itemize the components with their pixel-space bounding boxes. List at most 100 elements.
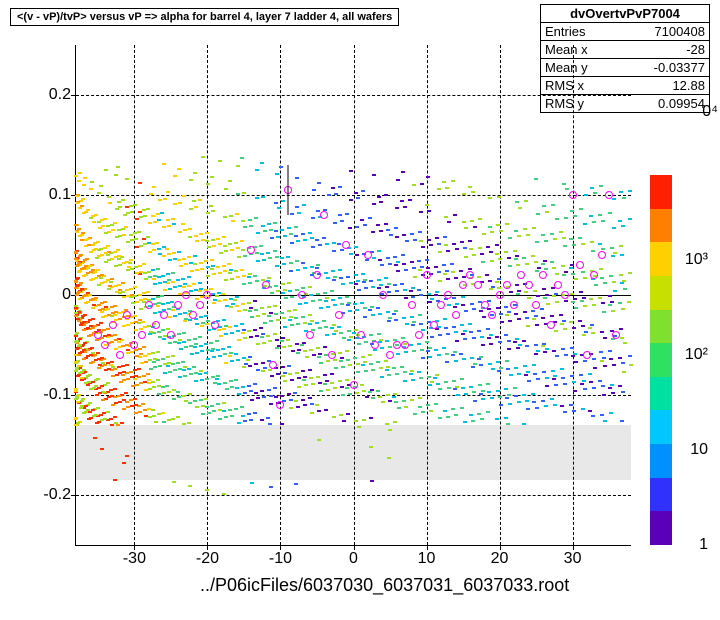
data-speck — [253, 300, 257, 302]
data-speck — [565, 188, 569, 190]
data-speck — [508, 237, 512, 239]
gridline-v — [573, 45, 574, 545]
data-speck — [171, 218, 175, 220]
data-speck — [167, 419, 171, 421]
profile-marker — [598, 251, 606, 259]
data-speck — [281, 366, 285, 368]
data-speck — [552, 378, 556, 380]
data-speck — [283, 326, 287, 328]
data-speck — [355, 392, 359, 394]
data-speck — [250, 482, 254, 484]
data-speck — [308, 286, 312, 288]
data-speck — [426, 267, 430, 269]
data-speck — [504, 251, 508, 253]
data-speck — [312, 189, 316, 191]
data-speck — [430, 298, 434, 300]
data-speck — [379, 339, 383, 341]
tick-x — [354, 545, 355, 550]
data-speck — [240, 406, 244, 408]
data-speck — [316, 293, 320, 295]
data-speck — [158, 199, 162, 201]
data-speck — [531, 255, 535, 257]
data-speck — [471, 191, 475, 193]
data-speck — [206, 358, 210, 360]
data-speck — [363, 224, 367, 226]
data-speck — [370, 480, 374, 482]
data-speck — [82, 212, 86, 214]
data-speck — [184, 263, 188, 265]
data-speck — [603, 337, 607, 339]
profile-marker — [401, 341, 409, 349]
data-speck — [189, 373, 193, 375]
data-speck — [223, 216, 227, 218]
data-speck — [253, 275, 257, 277]
data-speck — [160, 212, 164, 214]
data-speck — [290, 213, 294, 215]
profile-marker — [459, 281, 467, 289]
data-speck — [599, 185, 603, 187]
data-speck — [378, 313, 382, 315]
data-speck — [129, 259, 133, 261]
data-speck — [346, 359, 350, 361]
data-speck — [273, 387, 277, 389]
data-speck — [218, 409, 222, 411]
data-speck — [281, 200, 285, 202]
data-speck — [516, 347, 520, 349]
data-speck — [421, 411, 425, 413]
data-speck — [95, 394, 99, 396]
data-speck — [118, 372, 122, 374]
data-speck — [76, 375, 80, 377]
data-speck — [332, 250, 336, 252]
data-speck — [386, 257, 390, 259]
data-speck — [555, 218, 559, 220]
data-speck — [74, 287, 78, 289]
colorbar-segment — [650, 209, 672, 243]
profile-marker — [371, 341, 379, 349]
data-speck — [223, 299, 227, 301]
data-speck — [273, 250, 277, 252]
data-speck — [392, 313, 396, 315]
data-speck — [218, 418, 222, 420]
data-speck — [126, 295, 130, 297]
data-speck — [74, 424, 78, 426]
data-speck — [122, 234, 126, 236]
data-speck — [311, 300, 315, 302]
data-speck — [583, 305, 587, 307]
data-speck — [139, 216, 143, 218]
data-speck — [401, 337, 405, 339]
data-speck — [495, 418, 499, 420]
data-speck — [125, 261, 129, 263]
data-speck — [505, 314, 509, 316]
profile-marker — [269, 361, 277, 369]
data-speck — [463, 247, 467, 249]
profile-marker — [182, 291, 190, 299]
data-speck — [246, 359, 250, 361]
data-speck — [315, 239, 319, 241]
data-speck — [437, 188, 441, 190]
data-speck — [99, 185, 103, 187]
data-speck — [218, 243, 222, 245]
stats-rmsy-val: 0.09954 — [658, 96, 705, 111]
data-speck — [338, 214, 342, 216]
data-speck — [134, 375, 138, 377]
tick-x — [500, 545, 501, 550]
data-speck — [79, 324, 83, 326]
data-speck — [280, 340, 284, 342]
profile-marker — [525, 281, 533, 289]
profile-marker — [328, 351, 336, 359]
data-speck — [394, 401, 398, 403]
data-speck — [403, 206, 407, 208]
data-speck — [388, 400, 392, 402]
data-speck — [562, 274, 566, 276]
data-speck — [249, 390, 253, 392]
data-speck — [210, 176, 214, 178]
data-speck — [371, 286, 375, 288]
data-speck — [75, 202, 79, 204]
data-speck — [377, 196, 381, 198]
data-speck — [611, 392, 615, 394]
data-speck — [324, 300, 328, 302]
data-speck — [526, 325, 530, 327]
data-speck — [376, 361, 380, 363]
data-speck — [490, 231, 494, 233]
data-speck — [151, 352, 155, 354]
